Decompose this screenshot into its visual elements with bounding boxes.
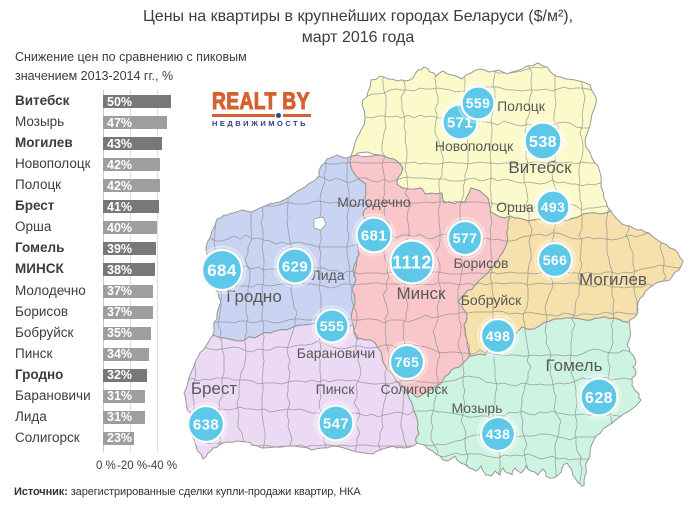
svg-text:Витебск: Витебск xyxy=(508,158,572,177)
svg-text:629: 629 xyxy=(282,258,308,275)
svg-text:559: 559 xyxy=(466,95,491,111)
svg-text:684: 684 xyxy=(207,261,237,280)
svg-text:Полоцк: Полоцк xyxy=(497,98,546,114)
svg-text:Новополоцк: Новополоцк xyxy=(435,138,514,154)
svg-text:Лида: Лида xyxy=(312,267,345,283)
svg-text:628: 628 xyxy=(585,390,613,407)
svg-text:Барановичи: Барановичи xyxy=(297,345,375,361)
svg-text:571: 571 xyxy=(447,114,473,131)
svg-text:765: 765 xyxy=(395,354,420,370)
svg-text:438: 438 xyxy=(486,426,511,442)
svg-text:Молодечно: Молодечно xyxy=(337,194,411,210)
svg-text:538: 538 xyxy=(529,134,557,151)
svg-text:Гомель: Гомель xyxy=(546,356,603,375)
svg-text:Бобруйск: Бобруйск xyxy=(461,292,522,308)
svg-text:681: 681 xyxy=(361,227,387,244)
svg-text:577: 577 xyxy=(453,230,478,246)
svg-text:555: 555 xyxy=(320,318,345,334)
svg-text:547: 547 xyxy=(323,415,349,432)
svg-text:Брест: Брест xyxy=(191,379,238,398)
svg-text:Борисов: Борисов xyxy=(454,255,509,271)
svg-text:1112: 1112 xyxy=(392,253,432,273)
svg-text:Гродно: Гродно xyxy=(226,287,282,306)
svg-text:493: 493 xyxy=(541,199,566,215)
svg-text:Мозырь: Мозырь xyxy=(451,400,502,416)
svg-text:Могилев: Могилев xyxy=(579,270,647,289)
svg-text:566: 566 xyxy=(543,252,568,268)
svg-text:638: 638 xyxy=(193,416,219,433)
svg-text:498: 498 xyxy=(486,328,511,344)
svg-text:Минск: Минск xyxy=(397,284,447,303)
svg-text:Солигорск: Солигорск xyxy=(380,381,448,397)
svg-text:Орша: Орша xyxy=(496,199,534,215)
svg-text:Пинск: Пинск xyxy=(316,381,356,397)
